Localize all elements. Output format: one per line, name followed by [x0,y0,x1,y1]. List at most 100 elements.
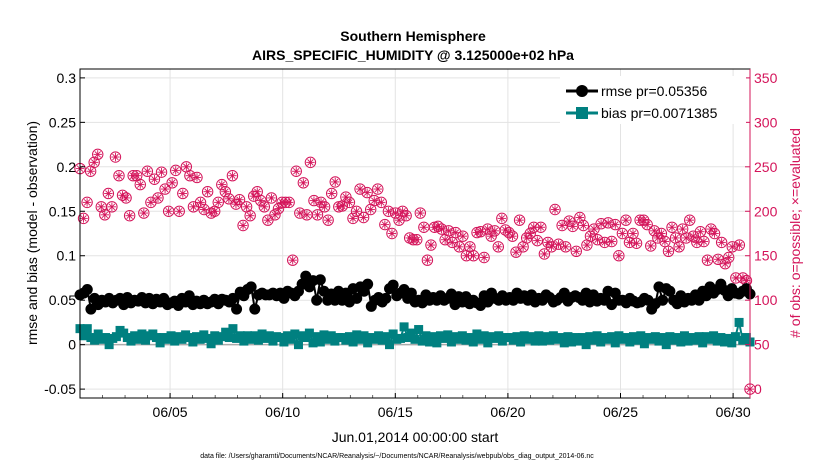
bias-point [734,317,744,327]
x-tick-label: 06/30 [716,404,751,420]
bias-point [224,333,234,343]
evaluated-obs-point [533,236,542,245]
possible-obs-point [177,187,189,200]
possible-obs-point [503,226,515,239]
evaluated-obs-point [586,231,595,241]
possible-obs-point [138,207,150,219]
bias-point [661,340,671,350]
evaluated-obs-point [373,184,382,194]
evaluated-obs-point [557,221,567,230]
evaluated-obs-point [338,201,347,211]
possible-obs-point [357,211,370,224]
evaluated-obs-point [650,226,659,236]
possible-obs-point [258,201,271,213]
possible-obs-point [684,214,696,226]
possible-obs-point [559,241,572,253]
evaluated-obs-point [522,233,531,243]
bias-point [308,338,318,348]
possible-obs-point [645,240,657,252]
bias-point [432,338,442,348]
evaluated-obs-point [309,196,319,205]
bias-point [235,331,245,341]
bias-point [395,333,405,343]
evaluated-obs-point [132,171,141,180]
evaluated-obs-point [89,158,99,167]
evaluated-obs-point [249,191,258,201]
evaluated-obs-point [642,220,652,229]
evaluated-obs-point [426,240,436,250]
evaluated-obs-point [483,224,492,234]
evaluated-obs-point [412,235,421,244]
bias-point [730,332,740,342]
bias-point [679,331,689,341]
evaluated-obs-point [270,210,280,220]
bias-point [344,332,354,342]
bias-point [133,334,143,344]
evaluated-obs-point [245,211,255,220]
bias-point [137,329,147,339]
evaluated-obs-point [93,150,102,159]
bias-point [312,332,322,342]
rmse-point [249,303,261,315]
possible-obs-point [552,238,565,250]
possible-obs-point [361,186,373,199]
bias-point [607,332,617,342]
evaluated-obs-point [575,213,585,222]
evaluated-obs-point [529,223,538,232]
evaluated-obs-point [508,231,517,241]
possible-obs-point [630,237,643,249]
evaluated-obs-point [306,158,315,167]
evaluated-obs-point [582,240,592,250]
evaluated-obs-point [579,221,588,230]
evaluated-obs-point [224,194,234,204]
bias-point [578,333,587,343]
evaluated-obs-point [387,229,397,238]
bias-point [90,335,100,345]
possible-obs-point [723,251,735,264]
bias-point [494,331,504,341]
evaluated-obs-point [440,235,450,244]
evaluated-obs-point [497,214,507,223]
evaluated-obs-point [731,273,741,283]
bias-point [206,339,216,349]
evaluated-obs-point [214,198,223,207]
evaluated-obs-point [596,219,606,228]
possible-obs-point [123,210,136,222]
evaluated-obs-point [362,188,372,197]
possible-obs-point [329,176,341,188]
possible-obs-point [99,209,111,221]
evaluated-obs-point [82,198,92,207]
evaluated-obs-point [540,249,549,259]
possible-obs-point [120,192,132,204]
possible-obs-point [595,218,607,230]
evaluated-obs-point [632,239,641,248]
evaluated-obs-point [423,255,432,265]
bias-point [446,337,456,347]
evaluated-obs-point [593,235,602,244]
bias-point [483,338,493,348]
bias-point [315,337,325,347]
evaluated-obs-point [221,187,230,196]
evaluated-obs-point [384,207,393,216]
evaluated-obs-point [302,210,312,220]
possible-obs-point [606,235,618,248]
evaluated-obs-point [263,215,273,225]
possible-obs-point [311,209,324,221]
bias-point [709,331,719,341]
possible-obs-point [244,210,256,222]
y-tick-label: 0.25 [49,114,76,130]
rmse-point [231,303,243,315]
evaluated-obs-point [299,178,308,188]
possible-obs-point [237,219,249,232]
possible-obs-point [524,227,536,240]
evaluated-obs-point [657,229,666,238]
possible-obs-point [286,254,299,266]
possible-obs-point [499,224,512,236]
y2-tick-label: 150 [754,248,778,264]
evaluated-obs-point [689,231,698,241]
evaluated-obs-point [111,152,120,162]
evaluated-obs-point [121,193,131,203]
evaluated-obs-point [710,229,719,238]
evaluated-obs-point [465,242,475,252]
